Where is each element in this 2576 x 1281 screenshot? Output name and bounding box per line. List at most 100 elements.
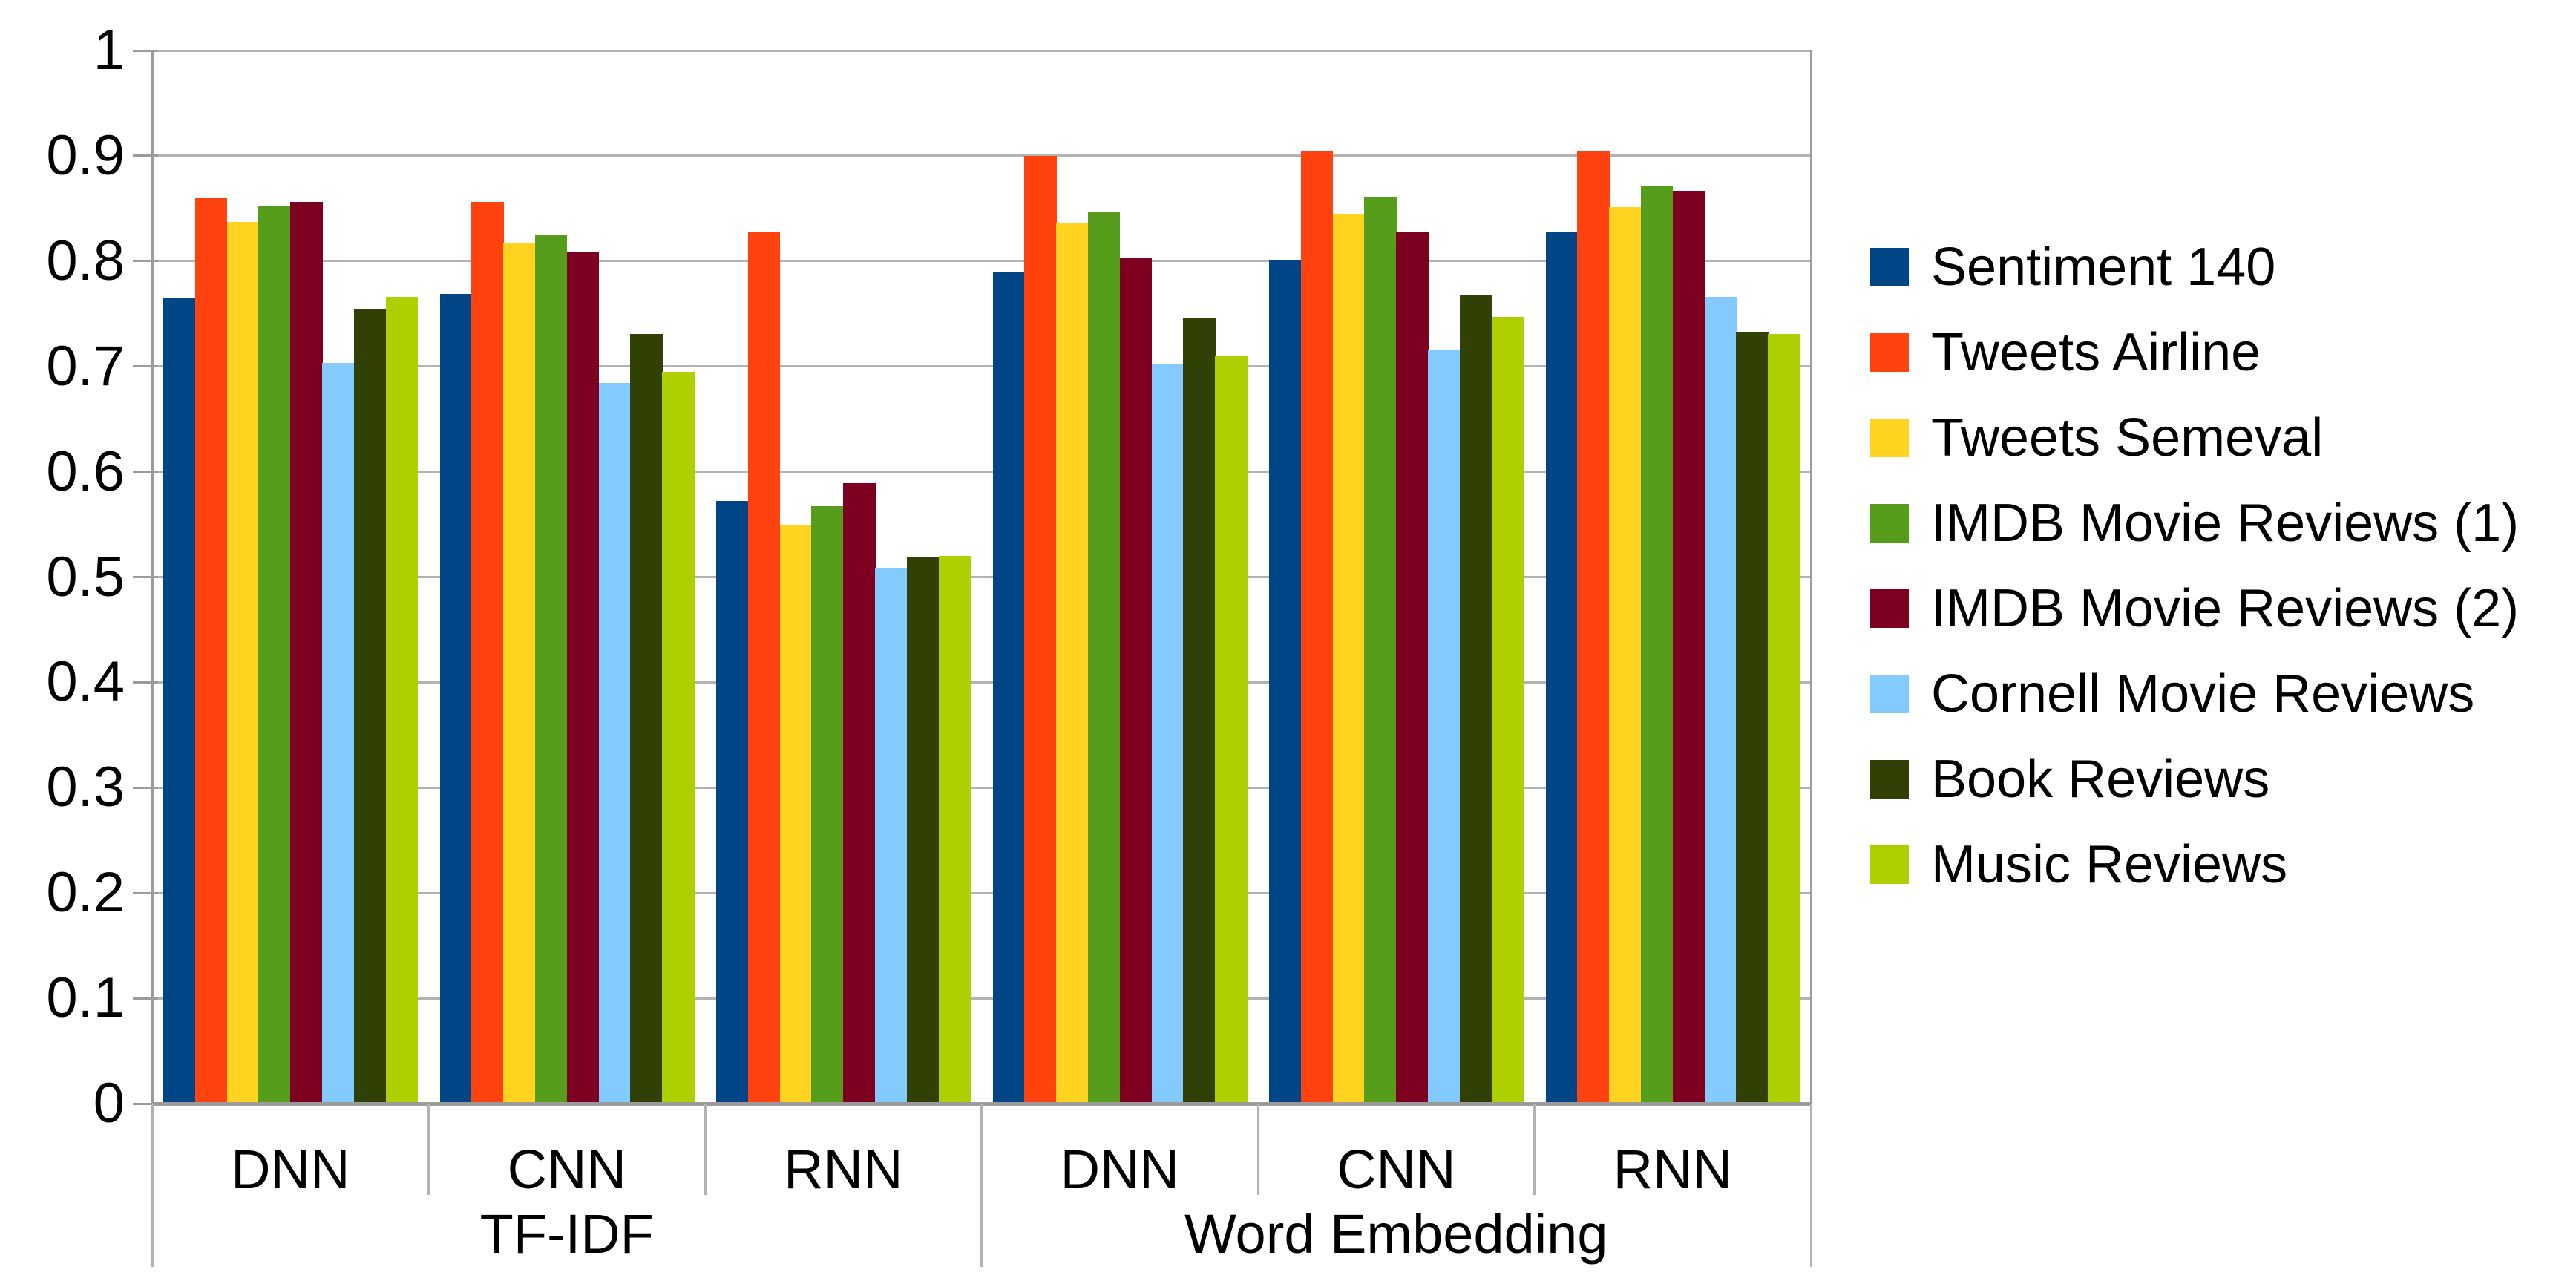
x-axis-group-label: DNN — [1060, 1139, 1179, 1200]
bar-book-reviews-group2 — [630, 333, 663, 1104]
bar-imdb-movie-reviews-1-group2 — [534, 235, 568, 1104]
legend-color-chip — [1870, 419, 1909, 457]
y-axis-tick — [133, 891, 158, 894]
bar-imdb-movie-reviews-1-group1 — [258, 206, 291, 1104]
x-axis-separator — [1256, 1104, 1259, 1195]
y-axis-tick — [133, 786, 158, 789]
x-axis-section-label: Word Embedding — [1184, 1203, 1608, 1265]
legend-color-chip — [1870, 845, 1909, 884]
x-axis-group-label: CNN — [1337, 1139, 1456, 1200]
bar-imdb-movie-reviews-2-group6 — [1672, 191, 1705, 1104]
gridline — [152, 260, 1811, 263]
bar-music-reviews-group3 — [938, 556, 971, 1104]
y-axis-tick-label: 0.9 — [46, 123, 125, 187]
bar-imdb-movie-reviews-1-group6 — [1640, 186, 1674, 1104]
legend-item-book-reviews: Book Reviews — [1870, 753, 2538, 806]
gridline — [152, 471, 1811, 474]
legend-color-chip — [1870, 504, 1909, 543]
legend-item-tweets-semeval: Tweets Semeval — [1870, 411, 2538, 465]
legend-label: IMDB Movie Reviews (2) — [1931, 579, 2520, 638]
bar-tweets-airline-group1 — [194, 197, 228, 1104]
bar-book-reviews-group4 — [1183, 318, 1216, 1104]
y-axis-tick-label: 0.2 — [46, 861, 125, 925]
gridline — [152, 49, 1811, 52]
bar-sentiment-140-group2 — [439, 293, 472, 1104]
x-axis-group-label: RNN — [784, 1139, 903, 1200]
bar-imdb-movie-reviews-2-group2 — [566, 252, 600, 1104]
y-axis-tick-label: 0.3 — [46, 756, 125, 819]
bar-tweets-semeval-group5 — [1332, 213, 1365, 1104]
x-axis-group-label: RNN — [1613, 1139, 1732, 1200]
legend-item-imdb-movie-reviews-1: IMDB Movie Reviews (1) — [1870, 497, 2538, 550]
legend-color-chip — [1870, 333, 1909, 372]
y-axis-tick — [133, 365, 158, 368]
y-axis-tick — [133, 154, 158, 157]
y-axis-tick-label: 0.7 — [46, 334, 125, 398]
bar-music-reviews-group5 — [1491, 317, 1524, 1104]
bar-sentiment-140-group1 — [163, 298, 196, 1104]
legend-color-chip — [1870, 589, 1909, 628]
legend-label: Cornell Movie Reviews — [1931, 664, 2475, 724]
x-axis-group-label: CNN — [507, 1139, 626, 1200]
bar-book-reviews-group5 — [1459, 295, 1492, 1104]
legend-color-chip — [1870, 675, 1909, 713]
gridline — [152, 365, 1811, 368]
y-axis-tick-label: 0 — [93, 1072, 125, 1135]
bar-music-reviews-group4 — [1215, 356, 1248, 1104]
legend-item-cornell-movie-reviews: Cornell Movie Reviews — [1870, 667, 2538, 721]
bar-imdb-movie-reviews-1-group5 — [1364, 197, 1397, 1104]
bar-imdb-movie-reviews-2-group3 — [843, 483, 876, 1104]
legend-label: Book Reviews — [1931, 750, 2270, 809]
x-axis-separator — [704, 1104, 707, 1195]
x-axis-separator — [151, 1104, 154, 1267]
y-axis-tick-label: 0.4 — [46, 650, 125, 714]
bar-music-reviews-group1 — [385, 297, 418, 1104]
x-axis-section-label: TF-IDF — [479, 1203, 654, 1265]
bar-tweets-airline-group3 — [747, 232, 781, 1104]
gridline — [152, 891, 1811, 894]
bar-book-reviews-group6 — [1736, 332, 1769, 1104]
y-axis-tick-label: 0.5 — [46, 545, 125, 609]
x-axis-separator — [427, 1104, 430, 1195]
gridline — [152, 681, 1811, 684]
bar-imdb-movie-reviews-2-group4 — [1119, 258, 1153, 1104]
legend-color-chip — [1870, 760, 1909, 799]
x-axis-group-label: DNN — [231, 1139, 350, 1200]
bar-sentiment-140-group3 — [716, 501, 749, 1104]
bar-cornell-movie-reviews-group2 — [598, 383, 631, 1104]
bar-imdb-movie-reviews-1-group3 — [811, 506, 844, 1104]
x-axis-separator — [1533, 1104, 1536, 1195]
legend-label: Tweets Semeval — [1931, 408, 2324, 468]
bar-tweets-airline-group4 — [1024, 155, 1057, 1104]
bar-music-reviews-group6 — [1768, 333, 1800, 1104]
legend-color-chip — [1870, 248, 1909, 286]
bar-cornell-movie-reviews-group3 — [875, 567, 908, 1104]
x-axis-separator — [1809, 1104, 1812, 1267]
plot-right-border — [1809, 50, 1812, 1106]
bar-tweets-semeval-group2 — [503, 243, 536, 1104]
bar-sentiment-140-group5 — [1269, 260, 1302, 1104]
bar-book-reviews-group1 — [353, 309, 387, 1104]
gridline — [152, 154, 1811, 157]
y-axis-tick-label: 0.6 — [46, 439, 125, 503]
x-axis-separator — [980, 1104, 983, 1267]
y-axis-tick — [133, 1102, 158, 1105]
y-axis-tick-label: 0.1 — [46, 966, 125, 1030]
gridline — [152, 576, 1811, 578]
bar-imdb-movie-reviews-1-group4 — [1087, 212, 1121, 1104]
bar-tweets-airline-group5 — [1300, 150, 1334, 1104]
y-axis-tick — [133, 576, 158, 578]
bar-music-reviews-group2 — [662, 371, 695, 1104]
legend-item-sentiment-140: Sentiment 140 — [1870, 240, 2538, 294]
y-axis-tick — [133, 681, 158, 684]
legend-label: Tweets Airline — [1931, 323, 2261, 382]
bar-tweets-semeval-group6 — [1609, 207, 1642, 1104]
bar-sentiment-140-group4 — [992, 272, 1025, 1104]
legend-item-imdb-movie-reviews-2: IMDB Movie Reviews (2) — [1870, 582, 2538, 635]
bar-cornell-movie-reviews-group4 — [1151, 364, 1184, 1104]
bar-sentiment-140-group6 — [1545, 232, 1578, 1104]
bar-cornell-movie-reviews-group1 — [322, 363, 355, 1104]
bar-tweets-semeval-group3 — [779, 525, 812, 1104]
bar-imdb-movie-reviews-2-group1 — [290, 202, 323, 1104]
